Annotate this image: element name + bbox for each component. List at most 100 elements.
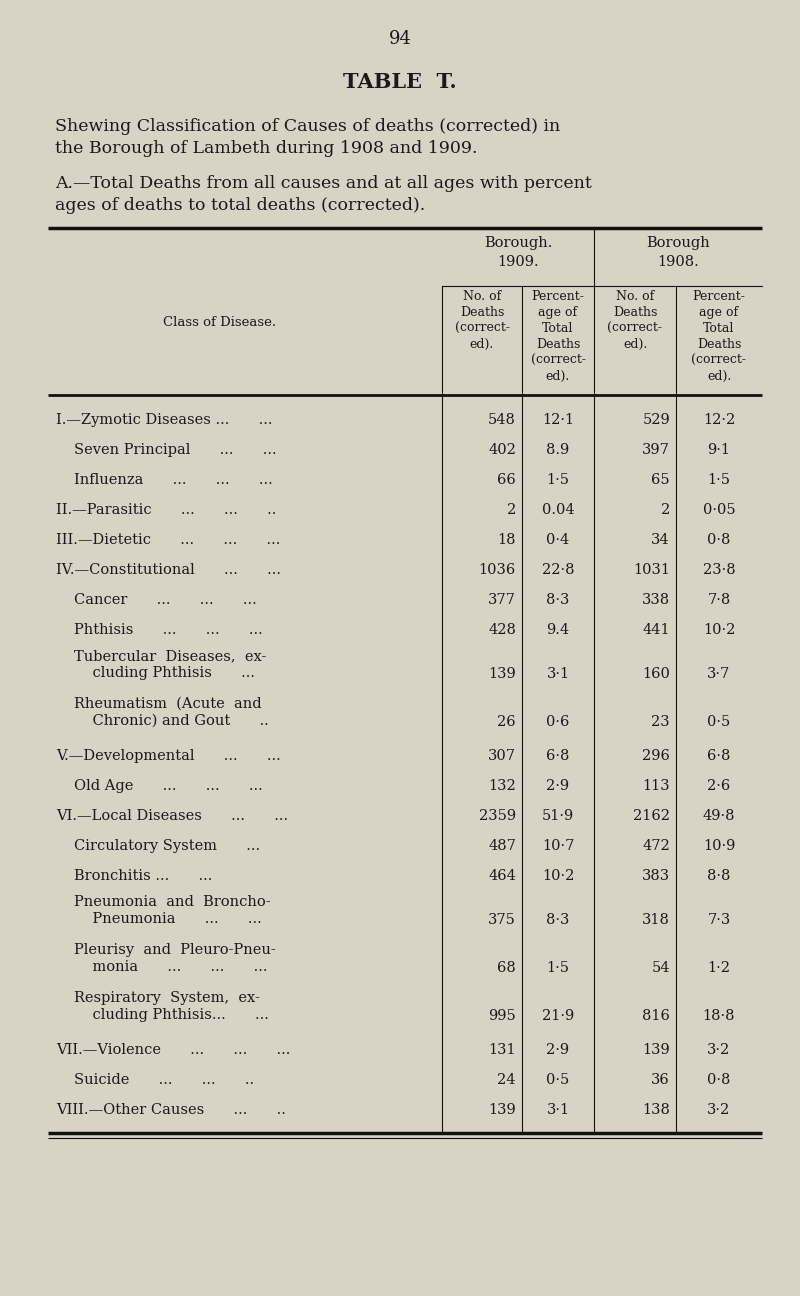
Text: Seven Principal  ...  ...: Seven Principal ... ... <box>74 443 277 457</box>
Text: 9.4: 9.4 <box>546 623 570 638</box>
Text: 138: 138 <box>642 1103 670 1117</box>
Text: 65: 65 <box>651 473 670 487</box>
Text: 402: 402 <box>488 443 516 457</box>
Text: 377: 377 <box>488 594 516 607</box>
Text: 1·5: 1·5 <box>546 473 570 487</box>
Text: No. of
Deaths
(correct-
ed).: No. of Deaths (correct- ed). <box>607 290 662 351</box>
Text: 1·5: 1·5 <box>707 473 730 487</box>
Text: 2: 2 <box>661 503 670 517</box>
Text: 816: 816 <box>642 1010 670 1023</box>
Text: 51·9: 51·9 <box>542 809 574 823</box>
Text: 21·9: 21·9 <box>542 1010 574 1023</box>
Text: 8·3: 8·3 <box>546 594 570 607</box>
Text: 7·3: 7·3 <box>707 912 730 927</box>
Text: Pneumonia  and  Broncho-: Pneumonia and Broncho- <box>74 896 270 908</box>
Text: 548: 548 <box>488 413 516 426</box>
Text: the Borough of Lambeth during 1908 and 1909.: the Borough of Lambeth during 1908 and 1… <box>55 140 478 157</box>
Text: 49·8: 49·8 <box>702 809 735 823</box>
Text: 472: 472 <box>642 839 670 853</box>
Text: Borough
1908.: Borough 1908. <box>646 236 710 270</box>
Text: 1031: 1031 <box>633 562 670 577</box>
Text: 2·9: 2·9 <box>546 779 570 793</box>
Text: 995: 995 <box>488 1010 516 1023</box>
Text: TABLE  T.: TABLE T. <box>343 73 457 92</box>
Text: Chronic) and Gout  ..: Chronic) and Gout .. <box>74 714 269 728</box>
Text: 2162: 2162 <box>633 809 670 823</box>
Text: 9·1: 9·1 <box>707 443 730 457</box>
Text: 428: 428 <box>488 623 516 638</box>
Text: 24: 24 <box>498 1073 516 1087</box>
Text: 3·7: 3·7 <box>707 667 730 680</box>
Text: cluding Phthisis...  ...: cluding Phthisis... ... <box>74 1008 269 1023</box>
Text: 139: 139 <box>488 667 516 680</box>
Text: Percent-
age of
Total
Deaths
(correct-
ed).: Percent- age of Total Deaths (correct- e… <box>530 290 586 384</box>
Text: Bronchitis ...  ...: Bronchitis ... ... <box>74 870 212 883</box>
Text: 18: 18 <box>498 533 516 547</box>
Text: 375: 375 <box>488 912 516 927</box>
Text: 0·4: 0·4 <box>546 533 570 547</box>
Text: Pneumonia  ...  ...: Pneumonia ... ... <box>74 912 262 927</box>
Text: monia  ...  ...  ...: monia ... ... ... <box>74 960 267 975</box>
Text: Old Age  ...  ...  ...: Old Age ... ... ... <box>74 779 262 793</box>
Text: IV.—Constitutional  ...  ...: IV.—Constitutional ... ... <box>56 562 281 577</box>
Text: 0·5: 0·5 <box>546 1073 570 1087</box>
Text: 6·8: 6·8 <box>707 749 730 763</box>
Text: 0·6: 0·6 <box>546 715 570 728</box>
Text: 139: 139 <box>642 1043 670 1058</box>
Text: Suicide  ...  ...  ..: Suicide ... ... .. <box>74 1073 254 1087</box>
Text: Cancer  ...  ...  ...: Cancer ... ... ... <box>74 594 257 607</box>
Text: 318: 318 <box>642 912 670 927</box>
Text: 10·9: 10·9 <box>703 839 735 853</box>
Text: 10·2: 10·2 <box>542 870 574 883</box>
Text: 338: 338 <box>642 594 670 607</box>
Text: 8·3: 8·3 <box>546 912 570 927</box>
Text: VII.—Violence  ...  ...  ...: VII.—Violence ... ... ... <box>56 1043 290 1058</box>
Text: Circulatory System  ...: Circulatory System ... <box>74 839 260 853</box>
Text: 3·1: 3·1 <box>546 667 570 680</box>
Text: 113: 113 <box>642 779 670 793</box>
Text: 383: 383 <box>642 870 670 883</box>
Text: 0.04: 0.04 <box>542 503 574 517</box>
Text: 3·2: 3·2 <box>707 1103 730 1117</box>
Text: 3·1: 3·1 <box>546 1103 570 1117</box>
Text: No. of
Deaths
(correct-
ed).: No. of Deaths (correct- ed). <box>454 290 510 351</box>
Text: 68: 68 <box>498 962 516 975</box>
Text: 23: 23 <box>651 715 670 728</box>
Text: II.—Parasitic  ...  ...  ..: II.—Parasitic ... ... .. <box>56 503 276 517</box>
Text: 160: 160 <box>642 667 670 680</box>
Text: 8.9: 8.9 <box>546 443 570 457</box>
Text: Influenza  ...  ...  ...: Influenza ... ... ... <box>74 473 273 487</box>
Text: Class of Disease.: Class of Disease. <box>163 316 277 329</box>
Text: 441: 441 <box>642 623 670 638</box>
Text: 6·8: 6·8 <box>546 749 570 763</box>
Text: 12·1: 12·1 <box>542 413 574 426</box>
Text: 0·05: 0·05 <box>702 503 735 517</box>
Text: ages of deaths to total deaths (corrected).: ages of deaths to total deaths (correcte… <box>55 197 426 214</box>
Text: Borough.
1909.: Borough. 1909. <box>484 236 552 270</box>
Text: 487: 487 <box>488 839 516 853</box>
Text: 34: 34 <box>651 533 670 547</box>
Text: 22·8: 22·8 <box>542 562 574 577</box>
Text: 131: 131 <box>488 1043 516 1058</box>
Text: 23·8: 23·8 <box>702 562 735 577</box>
Text: 1·5: 1·5 <box>546 962 570 975</box>
Text: Respiratory  System,  ex-: Respiratory System, ex- <box>74 991 260 1004</box>
Text: 2: 2 <box>506 503 516 517</box>
Text: A.—Total Deaths from all causes and at all ages with percent: A.—Total Deaths from all causes and at a… <box>55 175 592 192</box>
Text: 26: 26 <box>498 715 516 728</box>
Text: 397: 397 <box>642 443 670 457</box>
Text: 1036: 1036 <box>478 562 516 577</box>
Text: 0·8: 0·8 <box>707 533 730 547</box>
Text: I.—Zymotic Diseases ...  ...: I.—Zymotic Diseases ... ... <box>56 413 273 426</box>
Text: 464: 464 <box>488 870 516 883</box>
Text: Rheumatism  (Acute  and: Rheumatism (Acute and <box>74 697 262 712</box>
Text: 132: 132 <box>488 779 516 793</box>
Text: 18·8: 18·8 <box>702 1010 735 1023</box>
Text: 307: 307 <box>488 749 516 763</box>
Text: Percent-
age of
Total
Deaths
(correct-
ed).: Percent- age of Total Deaths (correct- e… <box>691 290 746 384</box>
Text: 12·2: 12·2 <box>703 413 735 426</box>
Text: Phthisis  ...  ...  ...: Phthisis ... ... ... <box>74 623 262 638</box>
Text: VIII.—Other Causes  ...  ..: VIII.—Other Causes ... .. <box>56 1103 286 1117</box>
Text: 2359: 2359 <box>479 809 516 823</box>
Text: 1·2: 1·2 <box>707 962 730 975</box>
